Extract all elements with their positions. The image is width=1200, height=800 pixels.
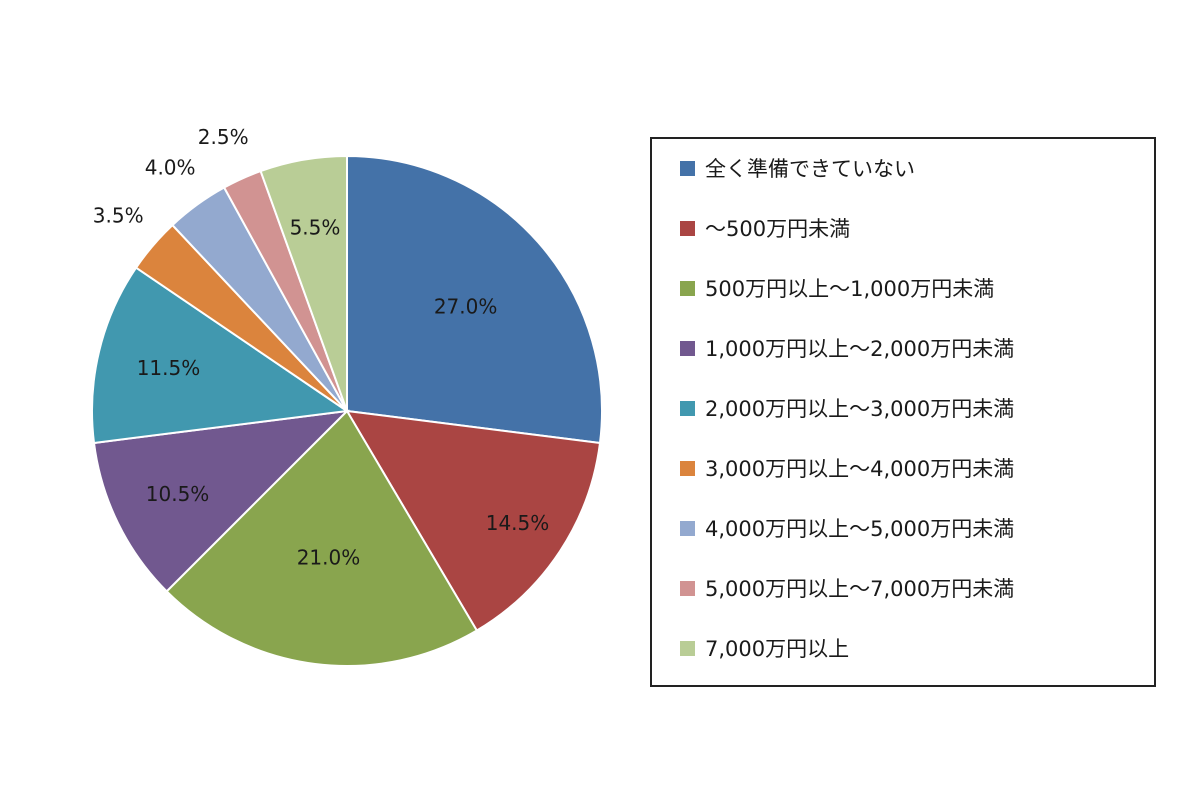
legend-swatch [680,580,695,596]
pie-slice [165,409,479,667]
legend-label: 5,000万円以上～7,000万円未満 [705,577,1015,601]
legend-label: 全く準備できていない [705,157,915,181]
slice-value-label: 21.0% [297,546,361,570]
legend-item: 2,000万円以上～3,000万円未満 [680,393,1014,423]
pie-slice [91,266,350,445]
legend-item: 7,000万円以上 [680,633,849,663]
legend-swatch [680,520,695,536]
legend-swatch [680,400,695,416]
legend-label: ～500万円未満 [705,217,851,241]
legend-item: 3,000万円以上～4,000万円未満 [680,453,1014,483]
slice-value-label: 2.5% [198,125,249,149]
slice-value-label: 27.0% [434,294,498,318]
legend-item: 1,000万円以上～2,000万円未満 [680,333,1014,363]
legend-label: 3,000万円以上～4,000万円未満 [705,457,1015,481]
legend-swatch [680,460,695,476]
slice-value-label: 4.0% [145,156,196,180]
pie-slice [92,409,350,593]
pie-slice [345,409,602,632]
legend-item: 全く準備できていない [680,153,915,183]
legend-swatch [680,220,695,236]
legend-item: 4,000万円以上～5,000万円未満 [680,513,1014,543]
legend-item: 500万円以上～1,000万円未満 [680,273,994,303]
legend-swatch [680,640,695,656]
legend-label: 7,000万円以上 [705,637,850,661]
pie-slices [91,154,603,667]
legend-label: 4,000万円以上～5,000万円未満 [705,517,1015,541]
pie-slice [346,154,603,445]
pie-labels: 27.0% 14.5% 21.0% 10.5% 11.5% 3.5%4.0%2.5% 5.5… [93,125,549,570]
pie-slice [259,154,348,412]
legend-swatch [680,340,695,356]
slice-value-label: 10.5% [146,482,210,506]
legend-swatch [680,160,695,176]
legend-label: 500万円以上～1,000万円未満 [705,277,995,301]
slice-value-label: 5.5% [290,216,341,240]
legend-item: ～500万円未満 [680,213,850,243]
legend: 全く準備できていない ～500万円未満 500万円以上～1,000万円未満 1,000… [650,137,1156,687]
legend-item: 5,000万円以上～7,000万円未満 [680,573,1014,603]
slice-value-label: 14.5% [486,511,550,535]
legend-label: 1,000万円以上～2,000万円未満 [705,337,1015,361]
legend-swatch [680,280,695,296]
slice-value-label: 3.5% [93,204,144,228]
slice-value-label: 11.5% [137,356,201,380]
legend-label: 2,000万円以上～3,000万円未満 [705,397,1015,421]
